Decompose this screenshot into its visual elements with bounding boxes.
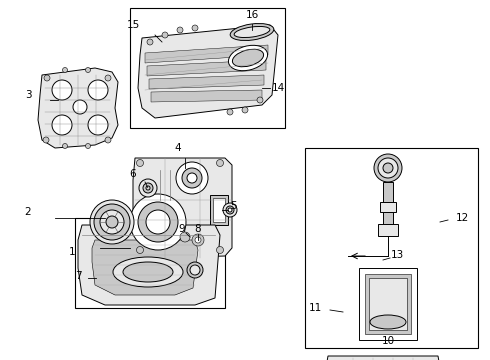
Polygon shape <box>149 75 264 89</box>
Ellipse shape <box>370 315 406 329</box>
Circle shape <box>146 186 150 190</box>
Text: 7: 7 <box>74 271 81 281</box>
Circle shape <box>228 208 232 212</box>
Text: 9: 9 <box>179 224 185 234</box>
Circle shape <box>52 80 72 100</box>
Polygon shape <box>78 225 220 305</box>
Text: 6: 6 <box>130 169 136 179</box>
Ellipse shape <box>113 257 183 287</box>
Text: 10: 10 <box>381 336 394 346</box>
Bar <box>359 268 417 340</box>
Text: 3: 3 <box>24 90 31 100</box>
Bar <box>75 218 225 308</box>
Text: 15: 15 <box>126 20 140 30</box>
Circle shape <box>138 202 178 242</box>
Polygon shape <box>145 45 268 63</box>
Circle shape <box>217 159 223 166</box>
Bar <box>130 8 285 128</box>
Circle shape <box>192 25 198 31</box>
Circle shape <box>383 163 393 173</box>
Circle shape <box>147 39 153 45</box>
Bar <box>305 148 478 348</box>
Circle shape <box>180 232 190 242</box>
Circle shape <box>105 75 111 81</box>
Circle shape <box>223 203 237 217</box>
Circle shape <box>139 179 157 197</box>
Circle shape <box>217 247 223 253</box>
Ellipse shape <box>228 45 268 71</box>
Bar <box>213 198 225 222</box>
Text: 1: 1 <box>69 247 75 257</box>
Polygon shape <box>147 60 266 76</box>
Circle shape <box>257 97 263 103</box>
Circle shape <box>137 247 144 253</box>
Circle shape <box>44 75 50 81</box>
Bar <box>210 195 228 225</box>
Circle shape <box>88 115 108 135</box>
Ellipse shape <box>234 26 270 37</box>
Circle shape <box>63 68 68 72</box>
Bar <box>383 212 393 224</box>
Circle shape <box>90 200 134 244</box>
Text: 13: 13 <box>391 250 404 260</box>
Circle shape <box>187 173 197 183</box>
Circle shape <box>226 206 234 214</box>
Circle shape <box>130 194 186 250</box>
Circle shape <box>177 27 183 33</box>
Ellipse shape <box>230 23 274 40</box>
Circle shape <box>106 216 118 228</box>
Polygon shape <box>325 356 441 360</box>
Text: 16: 16 <box>245 10 259 20</box>
Circle shape <box>73 100 87 114</box>
Circle shape <box>85 144 91 148</box>
Polygon shape <box>38 68 118 148</box>
Polygon shape <box>133 158 232 258</box>
Circle shape <box>146 210 170 234</box>
Text: 4: 4 <box>175 143 181 153</box>
Circle shape <box>105 137 111 143</box>
Circle shape <box>227 109 233 115</box>
Polygon shape <box>138 25 278 118</box>
Text: 12: 12 <box>455 213 468 223</box>
Circle shape <box>137 159 144 166</box>
Bar <box>378 224 398 236</box>
Circle shape <box>162 32 168 38</box>
Circle shape <box>190 265 200 275</box>
Circle shape <box>195 237 201 243</box>
Text: 5: 5 <box>230 201 236 211</box>
Polygon shape <box>92 240 198 295</box>
Text: 2: 2 <box>24 207 31 217</box>
Ellipse shape <box>123 262 173 282</box>
Circle shape <box>63 144 68 148</box>
Circle shape <box>143 183 153 193</box>
Ellipse shape <box>232 49 264 67</box>
Circle shape <box>378 158 398 178</box>
Circle shape <box>374 154 402 182</box>
Bar <box>380 202 396 212</box>
Bar <box>365 274 411 334</box>
Text: 8: 8 <box>195 224 201 234</box>
Circle shape <box>88 80 108 100</box>
Bar <box>369 278 407 330</box>
Polygon shape <box>151 90 262 102</box>
Circle shape <box>100 210 124 234</box>
Circle shape <box>182 168 202 188</box>
Circle shape <box>192 234 204 246</box>
Text: 14: 14 <box>271 83 285 93</box>
Bar <box>383 182 393 202</box>
Circle shape <box>43 137 49 143</box>
Circle shape <box>52 115 72 135</box>
Text: 11: 11 <box>308 303 321 313</box>
Circle shape <box>94 204 130 240</box>
Circle shape <box>242 107 248 113</box>
Circle shape <box>85 68 91 72</box>
Circle shape <box>176 162 208 194</box>
Circle shape <box>187 262 203 278</box>
